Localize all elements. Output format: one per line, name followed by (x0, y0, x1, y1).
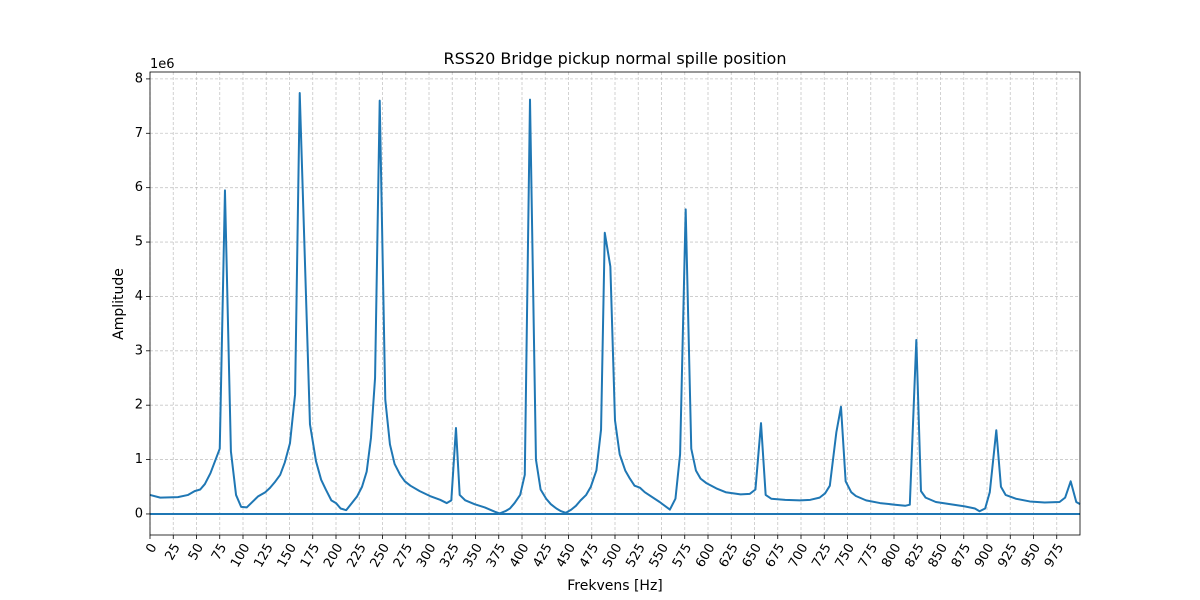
x-tick-label: 950 (1019, 541, 1044, 570)
x-tick-label: 675 (763, 541, 788, 570)
x-tick-label: 325 (437, 541, 462, 570)
x-tick-label: 700 (786, 541, 811, 570)
y-axis-label: Amplitude (111, 268, 127, 340)
x-tick-label: 725 (809, 541, 834, 570)
x-tick-label: 0 (143, 541, 160, 556)
y-tick-label: 3 (135, 343, 143, 358)
x-tick-label: 200 (321, 541, 346, 570)
x-tick-label: 925 (995, 541, 1020, 570)
x-tick-label: 575 (670, 541, 695, 570)
x-tick-label: 600 (693, 541, 718, 570)
x-tick-label: 125 (251, 541, 276, 570)
x-tick-label: 275 (391, 541, 416, 570)
x-tick-label: 250 (368, 541, 393, 570)
x-tick-label: 400 (507, 541, 532, 570)
x-tick-label: 850 (926, 541, 951, 570)
x-tick-label: 25 (162, 541, 183, 563)
x-tick-label: 350 (461, 541, 486, 570)
x-tick-label: 175 (298, 541, 323, 570)
x-axis-label: Frekvens [Hz] (567, 578, 663, 594)
y-tick-label: 0 (135, 506, 143, 521)
y-tick-label: 7 (135, 126, 143, 141)
x-tick-label: 225 (344, 541, 369, 570)
x-tick-label: 625 (716, 541, 741, 570)
x-tick-label: 800 (879, 541, 904, 570)
y-offset-label: 1e6 (150, 57, 175, 72)
x-tick-label: 975 (1042, 541, 1067, 570)
x-tick-label: 375 (484, 541, 509, 570)
x-tick-label: 875 (949, 541, 974, 570)
y-tick-label: 5 (135, 235, 143, 250)
chart-title: RSS20 Bridge pickup normal spille positi… (444, 49, 787, 68)
x-tick-label: 750 (833, 541, 858, 570)
x-tick-label: 450 (554, 541, 579, 570)
x-tick-label: 825 (902, 541, 927, 570)
x-tick-label: 775 (856, 541, 881, 570)
x-tick-label: 525 (623, 541, 648, 570)
x-tick-label: 50 (186, 541, 207, 563)
y-tick-label: 6 (135, 180, 143, 195)
x-tick-label: 900 (972, 541, 997, 570)
x-tick-label: 425 (530, 541, 555, 570)
y-tick-label: 1 (135, 452, 143, 467)
x-tick-label: 500 (600, 541, 625, 570)
y-tick-label: 4 (135, 289, 143, 304)
x-tick-label: 475 (577, 541, 602, 570)
x-tick-label: 150 (275, 541, 300, 570)
x-tick-label: 100 (228, 541, 253, 570)
x-tick-label: 75 (209, 541, 230, 563)
x-tick-label: 300 (414, 541, 439, 570)
data-line (149, 92, 1081, 515)
plot-frame (149, 71, 1081, 536)
x-tick-label: 550 (647, 541, 672, 570)
y-tick-label: 2 (135, 398, 143, 413)
x-tick-label: 650 (740, 541, 765, 570)
y-tick-label: 8 (135, 71, 143, 86)
